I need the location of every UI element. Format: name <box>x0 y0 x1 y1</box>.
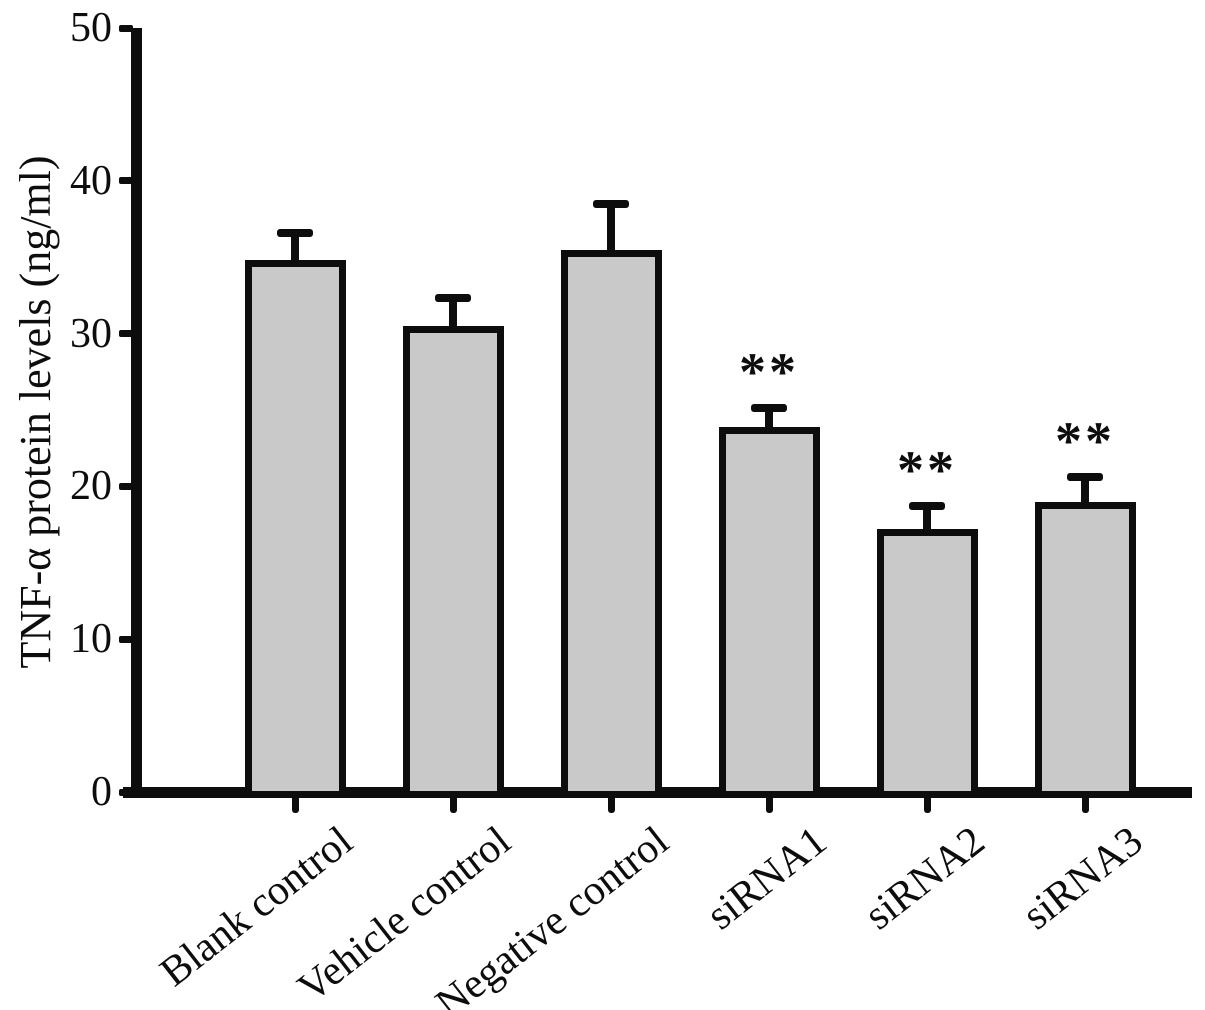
y-tick-label: 40 <box>70 157 112 204</box>
bar <box>718 426 820 798</box>
x-tick-mark <box>449 798 457 813</box>
x-tick-mark <box>1081 798 1089 813</box>
error-bar-line <box>923 506 931 534</box>
x-tick-mark <box>607 798 615 813</box>
y-tick-mark <box>119 330 133 338</box>
y-tick-mark <box>119 24 133 32</box>
error-bar-line <box>449 298 457 330</box>
y-tick-mark <box>119 482 133 490</box>
error-bar-cap <box>1067 473 1103 482</box>
bar <box>1034 501 1136 798</box>
y-tick-label: 30 <box>70 310 112 357</box>
significance-marker: ** <box>1055 411 1115 472</box>
y-tick-label: 10 <box>70 616 112 663</box>
error-bar-line <box>1081 477 1089 506</box>
error-bar-line <box>607 203 615 254</box>
error-bar-line <box>765 408 773 431</box>
error-bar-cap <box>277 228 313 237</box>
bar <box>876 529 978 798</box>
y-tick-label: 0 <box>91 769 112 815</box>
error-bar-cap <box>909 502 945 511</box>
bar <box>402 325 504 798</box>
x-tick-mark <box>923 798 931 813</box>
error-bar-cap <box>751 404 787 413</box>
significance-marker: ** <box>739 342 799 403</box>
error-bar-cap <box>593 199 629 208</box>
y-tick-mark <box>119 177 133 185</box>
x-tick-mark <box>291 798 299 813</box>
error-bar-cap <box>435 294 471 303</box>
bar <box>560 249 662 798</box>
y-axis-line <box>131 28 142 798</box>
y-tick-label: 50 <box>70 5 112 51</box>
error-bar-line <box>291 232 299 265</box>
significance-marker: ** <box>897 440 957 501</box>
x-tick-mark <box>765 798 773 813</box>
bar <box>244 260 346 798</box>
y-tick-mark <box>119 635 133 643</box>
y-tick-mark <box>119 788 133 796</box>
y-tick-label: 20 <box>70 463 112 510</box>
